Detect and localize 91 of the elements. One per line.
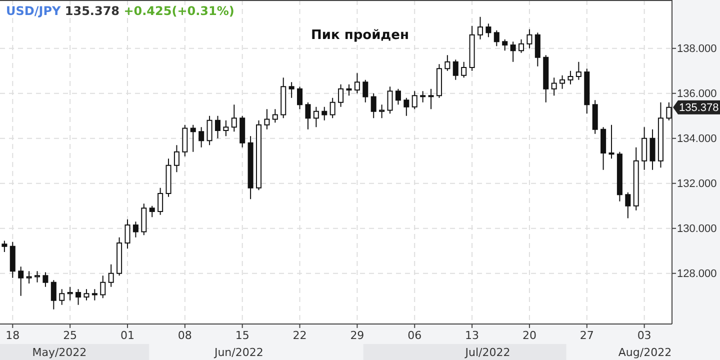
candlestick (608, 124, 614, 160)
candlestick (494, 30, 500, 47)
candlestick (502, 38, 508, 52)
x-tick-label: 20 (522, 329, 536, 342)
candlestick (510, 41, 516, 62)
text: 135.378 (679, 102, 719, 114)
candlestick (108, 264, 114, 288)
x-tick-label: 22 (292, 329, 307, 342)
candlestick (379, 104, 385, 119)
candlestick (534, 32, 540, 67)
candlestick (461, 61, 467, 78)
candlestick (404, 97, 410, 116)
x-tick-label: 13 (465, 329, 480, 342)
candlestick (362, 79, 368, 103)
candlestick (2, 240, 8, 252)
x-tick-label: 03 (637, 329, 652, 342)
candlestick (387, 86, 393, 114)
candlestick (642, 126, 648, 170)
candlestick (59, 288, 65, 306)
candlestick (223, 120, 229, 137)
candlestick (100, 275, 106, 299)
candlestick (452, 59, 458, 80)
candlestick (158, 187, 164, 216)
candlestick (420, 90, 426, 103)
candlestick (518, 38, 524, 54)
candlestick (338, 84, 344, 108)
candlestick (477, 16, 483, 40)
y-tick-label: 136.000 (677, 88, 717, 100)
candlestick (560, 74, 566, 90)
candlestick (149, 205, 155, 218)
text: Пик пройден (311, 28, 409, 43)
candlestick (182, 124, 188, 157)
candlestick (34, 270, 40, 283)
candlestick (124, 218, 130, 250)
x2-tick-label: Jul/2022 (464, 346, 510, 359)
x-tick-label: 01 (120, 329, 134, 342)
candlestick (198, 126, 204, 148)
x2-tick-label: Aug/2022 (618, 346, 672, 359)
y-tick-label: 130.000 (677, 223, 717, 236)
x-tick-label: 25 (63, 329, 78, 342)
candlestick (486, 23, 492, 38)
candlestick (18, 266, 24, 296)
y-tick-label: 138.000 (677, 43, 717, 56)
candlestick (330, 97, 336, 119)
candlestick (346, 84, 352, 96)
candlestick (214, 115, 220, 139)
y-tick-label: 134.000 (677, 133, 717, 146)
candlestick (650, 128, 656, 170)
candlestick (354, 72, 360, 94)
candlestick (322, 106, 328, 121)
candlestick (428, 88, 434, 110)
candlestick (313, 106, 319, 128)
x2-tick-label: Jun/2022 (213, 346, 264, 359)
candlestick (305, 102, 311, 130)
candlestick (444, 54, 450, 72)
x-tick-label: 29 (350, 329, 364, 342)
candlestick (526, 28, 532, 49)
candlestick (297, 86, 303, 110)
y-tick-label: 132.000 (677, 178, 717, 190)
candlestick (67, 286, 73, 301)
candlestick (174, 144, 180, 173)
x2-tick-label: May/2022 (32, 346, 87, 359)
candlestick (288, 82, 294, 98)
y-tick-label: 128.000 (677, 268, 717, 280)
candlestick (576, 61, 582, 80)
candlestick (141, 203, 147, 236)
candlestick (370, 92, 376, 119)
candlestick (625, 192, 631, 219)
candlestick (412, 90, 418, 110)
candlestick (551, 77, 557, 96)
candlestick (26, 270, 32, 284)
candlestick (568, 70, 574, 85)
candlestick (600, 126, 606, 170)
candlestick (42, 272, 48, 288)
candlestick (132, 221, 138, 238)
candlestick (50, 280, 56, 310)
candlestick (190, 124, 196, 152)
candlestick (264, 108, 270, 130)
candlestick (395, 88, 401, 106)
x-tick-label: 08 (178, 329, 192, 342)
candlestick (206, 115, 212, 146)
x-tick-label: 15 (235, 329, 250, 342)
candlestick (231, 104, 237, 132)
chart-subtitle: USD/JPY 135.378 +0.425(+0.31%) (6, 4, 234, 18)
candlestick (84, 288, 90, 301)
x-tick-label: 06 (408, 329, 422, 342)
candlestick (272, 108, 278, 124)
candlestick (76, 288, 82, 306)
x-tick-label: 27 (580, 329, 594, 342)
candlestick (92, 288, 98, 301)
x-tick-label: 18 (6, 329, 20, 342)
